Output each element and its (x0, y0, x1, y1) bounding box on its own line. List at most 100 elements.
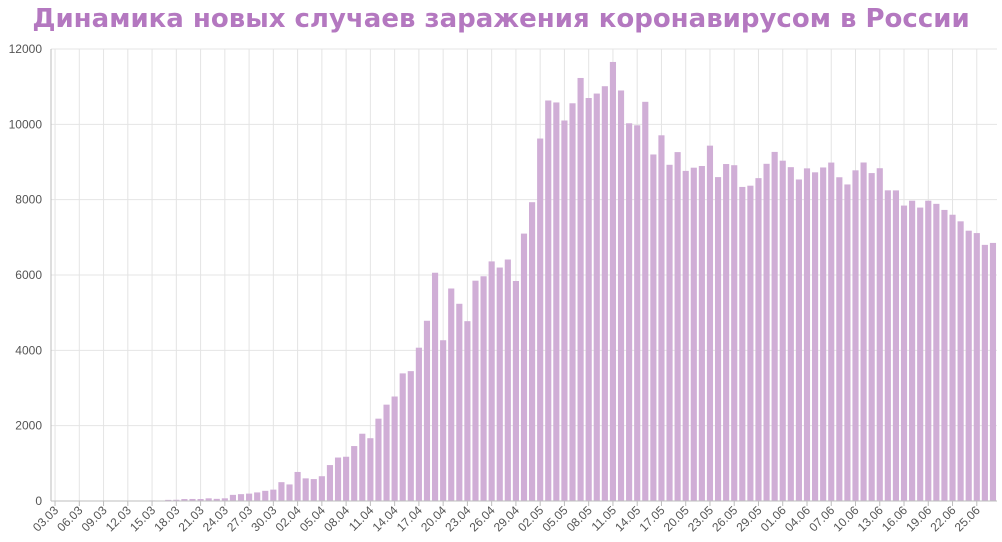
bar-30.05 (763, 163, 770, 502)
bar-31.05 (771, 151, 778, 501)
x-tick-label: 17.05 (636, 503, 667, 534)
bar-18.04 (423, 320, 431, 501)
bar-14.05 (634, 125, 641, 501)
bar-08.05 (585, 98, 592, 501)
bar-04.06 (803, 168, 811, 501)
bar-22.03 (205, 498, 212, 501)
bar-03.05 (545, 100, 552, 502)
bar-25.06 (973, 233, 980, 501)
bar-06.05 (569, 103, 576, 502)
bar-19.04 (431, 272, 439, 501)
bar-18.06 (917, 207, 924, 501)
bar-19.03 (181, 499, 188, 501)
x-tick-label: 15.03 (127, 503, 158, 534)
bar-25.05 (723, 164, 730, 501)
x-tick-label: 09.03 (79, 503, 110, 534)
bar-05.04 (318, 476, 325, 501)
bar-10.06 (852, 170, 859, 501)
x-tick-label: 21.03 (176, 503, 207, 534)
bar-26.05 (731, 165, 738, 501)
bar-14.04 (391, 396, 398, 501)
bar-07.05 (577, 77, 584, 501)
x-tick-label: 01.06 (758, 503, 789, 534)
y-tick-label: 6000 (15, 268, 42, 282)
bar-08.06 (836, 177, 843, 501)
bar-24.05 (714, 177, 722, 501)
bar-13.05 (626, 123, 633, 502)
x-tick-label: 16.06 (879, 503, 910, 534)
bar-12.04 (375, 418, 382, 501)
bar-28.03 (254, 492, 261, 501)
bar-31.03 (278, 482, 285, 501)
x-tick-label: 10.06 (830, 503, 861, 534)
bar-21.03 (197, 499, 204, 501)
y-tick-labels: 0 2000 4000 6000 8000 10000 12000 (9, 42, 43, 508)
x-tick-label: 24.03 (200, 503, 231, 534)
bar-23.04 (464, 321, 471, 501)
bar-30.04 (520, 233, 528, 501)
bar-18.05 (666, 164, 673, 501)
bar-10.05 (601, 86, 608, 502)
bar-29.04 (512, 280, 519, 501)
x-tick-label: 12.03 (103, 503, 134, 534)
bar-28.05 (747, 185, 754, 502)
bar-02.05 (537, 138, 544, 501)
bar-26.04 (488, 261, 495, 501)
bar-01.05 (529, 202, 536, 501)
bar-09.06 (844, 184, 851, 501)
bar-29.03 (262, 490, 269, 501)
bar-23.05 (706, 145, 714, 502)
bar-12.06 (868, 173, 875, 501)
bar-21.05 (690, 167, 697, 501)
bar-12.05 (617, 90, 625, 501)
bar-27.06 (989, 242, 997, 501)
bar-17.05 (658, 135, 665, 502)
x-tick-label: 25.06 (952, 503, 983, 534)
bar-20.06 (933, 203, 940, 502)
bar-22.05 (698, 165, 705, 501)
y-tick-label: 8000 (15, 193, 42, 207)
bar-21.06 (941, 209, 948, 502)
x-tick-label: 05.05 (539, 503, 570, 534)
x-tick-label: 23.05 (685, 503, 716, 534)
bar-08.04 (343, 456, 350, 501)
bar-25.04 (480, 276, 487, 501)
bar-23.03 (213, 498, 220, 501)
bar-19.06 (925, 200, 932, 502)
bar-21.04 (448, 288, 455, 501)
x-tick-label: 17.04 (394, 503, 425, 534)
bar-17.03 (165, 499, 172, 501)
bar-11.04 (367, 438, 374, 501)
x-tick-label: 06.03 (54, 503, 85, 534)
bar-01.06 (779, 160, 786, 501)
bar-09.05 (593, 93, 600, 502)
bar-26.03 (237, 494, 245, 501)
bar-04.05 (553, 102, 560, 501)
x-tick-label: 26.04 (467, 503, 498, 534)
bar-11.06 (860, 162, 867, 501)
bar-22.04 (456, 303, 463, 501)
bar-14.06 (884, 190, 891, 502)
bar-20.03 (189, 498, 196, 501)
x-tick-label: 23.04 (442, 503, 473, 534)
bar-19.05 (674, 152, 681, 501)
bar-26.06 (981, 244, 988, 501)
x-tick-label: 26.05 (709, 503, 740, 534)
x-tick-label: 07.06 (806, 503, 837, 534)
bar-30.03 (270, 489, 277, 501)
bar-06.04 (326, 465, 334, 501)
bar-09.04 (351, 446, 358, 501)
y-tick-label: 4000 (15, 343, 42, 357)
bar-18.03 (173, 499, 180, 501)
bar-29.05 (755, 178, 762, 501)
x-tick-label: 29.05 (733, 503, 764, 534)
x-tick-label: 08.05 (564, 503, 595, 534)
x-tick-label: 19.06 (903, 503, 934, 534)
bar-13.04 (383, 404, 390, 501)
x-tick-label: 20.04 (418, 503, 449, 534)
bar-23.06 (957, 221, 964, 501)
bar-24.03 (221, 498, 228, 501)
bar-07.04 (334, 457, 342, 501)
bar-03.04 (302, 478, 309, 501)
